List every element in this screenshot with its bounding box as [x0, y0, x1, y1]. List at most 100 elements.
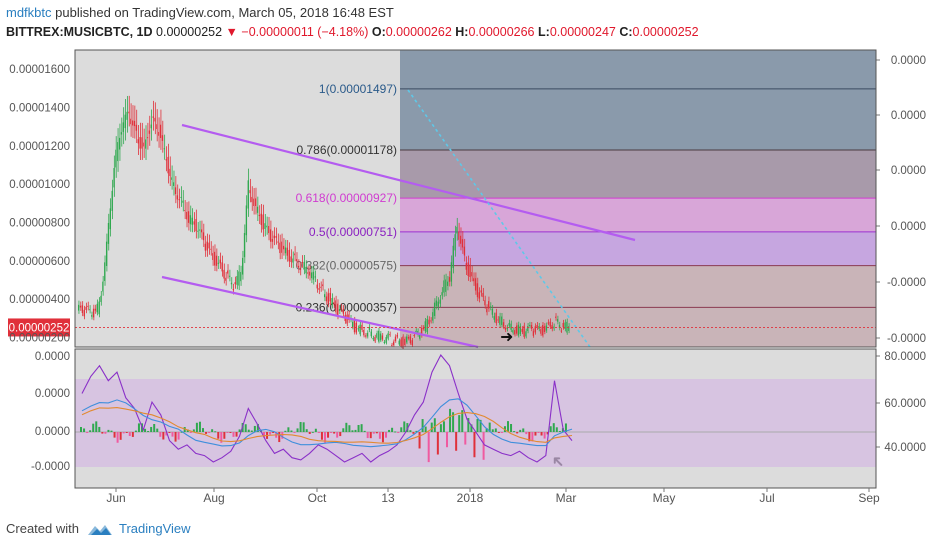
candle-body [545, 325, 548, 331]
candle-body [396, 335, 398, 337]
candle-body [256, 206, 259, 213]
candle-body [363, 330, 365, 336]
candle-body [145, 139, 147, 149]
channel-upper-line [181, 123, 636, 242]
candle-body [543, 326, 546, 332]
candle-body [387, 333, 389, 339]
candle-body [402, 336, 404, 349]
candle-body [488, 301, 490, 309]
histogram-bar [375, 432, 378, 434]
candle-body [327, 293, 329, 304]
histogram-bar [174, 432, 177, 442]
candle-body [186, 211, 188, 220]
candle-body [445, 279, 447, 292]
candle-body [85, 306, 87, 310]
candle-body [309, 271, 311, 276]
candle-body [161, 135, 164, 141]
candle-body [273, 235, 275, 239]
candle-body [320, 286, 322, 288]
candle-body [111, 190, 113, 211]
histogram-bar [366, 432, 369, 439]
candle-body [553, 326, 555, 329]
histogram-bar [281, 432, 284, 439]
trend-dotted-line [407, 89, 591, 348]
histogram-bar [208, 432, 211, 433]
histogram-bar [452, 412, 455, 432]
candle-body [117, 142, 119, 162]
histogram-bar [418, 432, 421, 449]
histogram-bar [461, 410, 464, 432]
histogram-bar [107, 429, 110, 432]
candle-body [366, 332, 369, 337]
histogram-bar [290, 430, 293, 432]
histogram-bar [421, 419, 424, 432]
candle-body [413, 335, 415, 337]
histogram-bar [95, 421, 98, 432]
candle-body [346, 314, 348, 324]
candle-body [482, 292, 484, 298]
candle-body [182, 200, 184, 203]
candle-body [160, 124, 162, 139]
histogram-bar [308, 432, 311, 434]
candle-body [547, 322, 549, 324]
candle-body [284, 247, 287, 254]
candle-body [253, 198, 255, 207]
histogram-bar [153, 424, 156, 432]
histogram-bar [549, 426, 552, 432]
candle-body [307, 272, 309, 274]
histogram-bar [198, 421, 201, 432]
histogram-bar [500, 432, 503, 433]
candle-body [120, 132, 123, 135]
histogram-bar [217, 432, 220, 439]
histogram-bar [250, 430, 253, 432]
candle-body [454, 234, 456, 251]
histogram-bar [263, 432, 265, 438]
time-axis-label: 2018 [457, 491, 484, 505]
histogram-bar [534, 432, 537, 436]
candle-body [461, 239, 464, 248]
candle-body [105, 241, 108, 266]
candle-body [152, 116, 154, 118]
osc-right-axis-label: 40.0000 [884, 442, 926, 454]
histogram-bar [92, 423, 95, 432]
candle-body [471, 272, 473, 277]
candle-body [268, 226, 270, 234]
histogram-bar [513, 431, 516, 433]
histogram-bar [406, 423, 409, 432]
histogram-bar [531, 432, 534, 442]
candle-body [351, 321, 354, 327]
histogram-bar [446, 432, 448, 448]
tradingview-brand-link[interactable]: TradingView [119, 521, 191, 536]
author-link[interactable]: mdfkbtc [6, 5, 52, 20]
candle-body [167, 156, 169, 174]
candle-body [104, 262, 106, 281]
histogram-bar [137, 423, 140, 432]
candle-body [312, 271, 315, 280]
candle-body [493, 316, 495, 320]
candle-body [510, 323, 512, 330]
candle-body [271, 238, 274, 242]
right-axis-label: -0.0000 [887, 277, 926, 289]
histogram-bar [113, 432, 116, 438]
candle-body [517, 324, 520, 336]
histogram-bar [473, 432, 476, 458]
histogram-bar [144, 428, 147, 432]
candle-body [497, 319, 499, 321]
candle-body [223, 269, 225, 279]
candle-body [389, 334, 391, 336]
candle-body [400, 339, 402, 347]
candle-body [146, 137, 149, 139]
histogram-bar [205, 432, 208, 434]
candle-body [324, 294, 326, 298]
tradingview-logo-icon [87, 524, 112, 535]
candle-body [379, 333, 382, 341]
candle-body [568, 326, 570, 331]
candle-body [502, 322, 505, 327]
histogram-bar [317, 432, 320, 433]
histogram-bar [333, 432, 336, 434]
candle-body [227, 270, 229, 274]
candle-body [204, 243, 206, 251]
candle-body [378, 330, 380, 342]
time-axis-label: Aug [203, 491, 224, 505]
